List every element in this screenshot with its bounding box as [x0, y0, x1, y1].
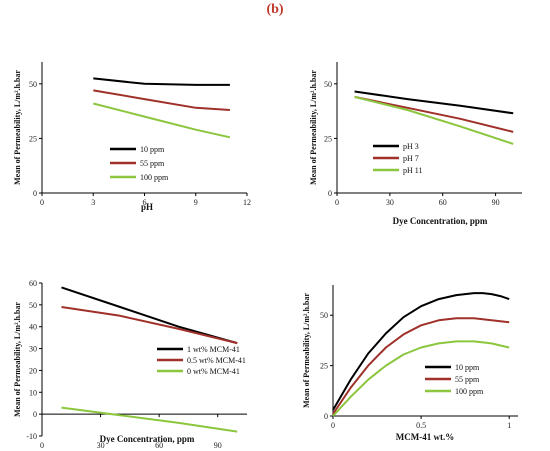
- y-axis-label: Mean of Permeability, L/m².h.bar: [309, 70, 318, 185]
- x-tick-label: 9: [194, 198, 198, 207]
- series-line-1: [354, 90, 514, 115]
- x-tick-label: 90: [214, 441, 222, 450]
- y-tick-label: 50: [29, 80, 37, 89]
- x-tick-label: 1: [507, 421, 511, 430]
- legend: 10 ppm 55 ppm 100 ppm: [425, 363, 484, 396]
- chart-panel-2: 0 25 50 0 30 60 90 Dye Concentration, ppm Mean o…: [309, 62, 522, 226]
- legend-label: 0.5 wt% MCM-41: [187, 356, 246, 365]
- legend: pH 3 pH 7 pH 11: [373, 142, 422, 175]
- x-axis-label: MCM-41 wt.%: [396, 432, 454, 442]
- y-tick-label: 0: [324, 412, 328, 421]
- x-tick-label: 60: [439, 198, 447, 207]
- legend: 1 wt% MCM-41 0.5 wt% MCM-41 0 wt% MCM-41: [157, 345, 246, 376]
- y-tick-label: 25: [324, 134, 332, 143]
- y-tick-label: 10: [29, 388, 37, 397]
- series-line-2: [61, 306, 238, 345]
- series-line-3: [93, 102, 231, 139]
- x-tick-label: 0.5: [416, 421, 426, 430]
- y-tick-label: 0: [33, 410, 37, 419]
- y-axis-label: Mean of Permeability, L/m².h.bar: [302, 293, 311, 408]
- y-axis-label: Mean of Permeability, L/m².h.bar: [13, 70, 22, 185]
- x-tick-label: 30: [386, 198, 394, 207]
- x-axis-label: Dye Concentration, ppm: [100, 434, 195, 444]
- series-line-3: [354, 95, 514, 145]
- y-tick-label: -10: [26, 432, 37, 441]
- x-tick-label: 30: [97, 441, 105, 450]
- legend-label: 0 wt% MCM-41: [187, 367, 240, 376]
- x-tick-label: 0: [331, 421, 335, 430]
- x-tick-label: 60: [155, 441, 163, 450]
- legend-label: 55 ppm: [140, 159, 165, 168]
- series-line-1: [61, 286, 238, 345]
- y-tick-label: 0: [328, 189, 332, 198]
- series-line-2: [332, 317, 510, 415]
- series-line-1: [332, 292, 510, 411]
- legend-label: 55 ppm: [455, 375, 480, 384]
- y-tick-label: 60: [29, 279, 37, 288]
- legend-label: pH 3: [403, 142, 419, 151]
- figure-label: (b): [266, 2, 284, 17]
- x-tick-label: 90: [492, 198, 500, 207]
- legend-label: 10 ppm: [140, 145, 165, 154]
- x-tick-label: 6: [143, 198, 147, 207]
- x-axis-label: pH: [141, 202, 153, 212]
- x-tick-label: 3: [91, 198, 95, 207]
- legend-label: 1 wt% MCM-41: [187, 345, 240, 354]
- y-tick-label: 40: [29, 323, 37, 332]
- y-tick-label: 0: [33, 189, 37, 198]
- series-line-3: [332, 340, 510, 417]
- series-line-3: [61, 406, 238, 433]
- y-axis-label: Mean of Permeability, L/m².h.bar: [13, 302, 22, 417]
- y-tick-label: 30: [29, 345, 37, 354]
- x-tick-label: 0: [335, 198, 339, 207]
- legend: 10 ppm 55 ppm 100 ppm: [110, 145, 169, 182]
- x-tick-label: 0: [40, 198, 44, 207]
- series-line-2: [354, 95, 514, 133]
- y-tick-label: 25: [320, 362, 328, 371]
- y-tick-label: 50: [29, 301, 37, 310]
- x-tick-label: 0: [40, 441, 44, 450]
- legend-label: pH 7: [403, 154, 419, 163]
- legend-label: 10 ppm: [455, 363, 480, 372]
- legend-label: pH 11: [403, 166, 422, 175]
- y-tick-label: 25: [29, 134, 37, 143]
- chart-panel-1: 0 25 50 0 3 6 9 12 pH Mean of Permeability, L/m².…: [13, 62, 251, 212]
- legend-label: 100 ppm: [455, 387, 484, 396]
- y-tick-label: 50: [324, 80, 332, 89]
- legend-label: 100 ppm: [140, 173, 169, 182]
- y-tick-label: 50: [320, 311, 328, 320]
- x-axis-label: Dye Concentration, ppm: [393, 216, 488, 226]
- x-tick-label: 12: [243, 198, 251, 207]
- y-tick-label: 20: [29, 366, 37, 375]
- chart-panel-4: 0 25 50 0 0.5 1 MCM-41 wt.% Mean of Permeabilit…: [302, 285, 518, 442]
- series-line-2: [93, 89, 230, 111]
- series-line-1: [93, 77, 230, 86]
